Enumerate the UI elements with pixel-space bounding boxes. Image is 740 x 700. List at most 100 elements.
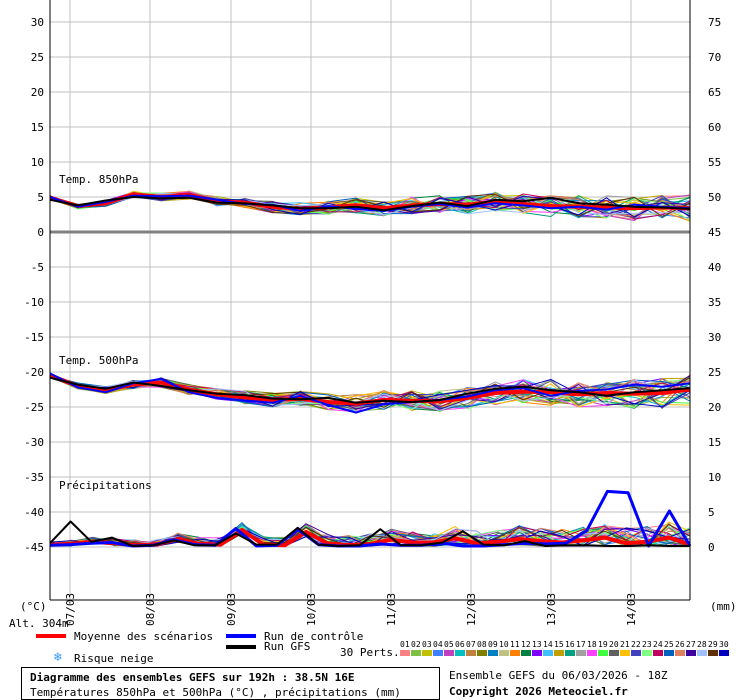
pert-swatch — [466, 650, 476, 656]
pert-number: 21 — [620, 640, 630, 649]
y-tick-right: 30 — [708, 331, 721, 344]
pert-number: 29 — [708, 640, 718, 649]
chart-title: Diagramme des ensembles GEFS sur 192h : … — [30, 671, 355, 684]
pert-swatch — [664, 650, 674, 656]
pert-swatch — [510, 650, 520, 656]
panel-label-precip: Précipitations — [59, 479, 152, 492]
y-tick-left: 20 — [31, 86, 44, 99]
pert-number: 14 — [543, 640, 553, 649]
main-series-lines — [49, 192, 692, 548]
pert-swatch — [543, 650, 553, 656]
pert-number: 25 — [664, 640, 674, 649]
pert-swatch — [411, 650, 421, 656]
pert-swatch — [455, 650, 465, 656]
pert-swatch — [675, 650, 685, 656]
panel-label-850: Temp. 850hPa — [59, 173, 138, 186]
pert-swatch — [686, 650, 696, 656]
pert-swatch — [719, 650, 729, 656]
pert-number: 22 — [631, 640, 641, 649]
x-date-label: 13/03 — [545, 593, 558, 626]
grid — [50, 0, 690, 600]
chart-subtitle: Températures 850hPa et 500hPa (°C) , pré… — [30, 686, 401, 699]
pert-swatch — [477, 650, 487, 656]
y-tick-right: 0 — [708, 541, 715, 554]
y-tick-right: 75 — [708, 16, 721, 29]
pert-number: 06 — [455, 640, 465, 649]
pert-swatch — [400, 650, 410, 656]
pert-number: 30 — [719, 640, 729, 649]
legend-mean-swatch — [36, 634, 66, 638]
perturbation-swatches: 01 02 03 04 05 06 07 08 09 10 11 12 13 14 15 16 17 18 19 20… — [400, 640, 729, 656]
pert-line-850 — [49, 193, 691, 216]
y-tick-right: 40 — [708, 261, 721, 274]
pert-number: 20 — [609, 640, 619, 649]
y-tick-right: 35 — [708, 296, 721, 309]
pert-number: 19 — [598, 640, 608, 649]
pert-swatch — [488, 650, 498, 656]
series-2-precip — [49, 520, 690, 547]
pert-swatch — [422, 650, 432, 656]
y-tick-left: 25 — [31, 51, 44, 64]
panel-label-500: Temp. 500hPa — [59, 354, 138, 367]
pert-number: 12 — [521, 640, 531, 649]
legend-mean-label: Moyenne des scénarios — [74, 630, 214, 643]
pert-number: 05 — [444, 640, 454, 649]
pert-swatch — [587, 650, 597, 656]
x-date-label: 11/03 — [385, 593, 398, 626]
x-date-label: 09/03 — [225, 593, 238, 626]
pert-number: 28 — [697, 640, 707, 649]
y-tick-right: 50 — [708, 191, 721, 204]
series-2-850 — [49, 196, 691, 212]
y-tick-right: 45 — [708, 226, 721, 239]
pert-number: 26 — [675, 640, 685, 649]
pert-swatch — [642, 650, 652, 656]
y-tick-right: 60 — [708, 121, 721, 134]
y-tick-left: -45 — [24, 541, 44, 554]
pert-number: 23 — [642, 640, 652, 649]
pert-swatch — [444, 650, 454, 656]
pert-number: 04 — [433, 640, 443, 649]
pert-number: 08 — [477, 640, 487, 649]
copyright: Copyright 2026 Meteociel.fr — [449, 685, 628, 698]
pert-swatch — [708, 650, 718, 656]
y-tick-right: 55 — [708, 156, 721, 169]
pert-number: 09 — [488, 640, 498, 649]
y-tick-right: 25 — [708, 366, 721, 379]
pert-swatch — [576, 650, 586, 656]
pert-swatch — [499, 650, 509, 656]
y-tick-left: 0 — [37, 226, 44, 239]
series-2-500 — [49, 376, 691, 404]
pert-number: 11 — [510, 640, 520, 649]
legend-control-swatch — [226, 634, 256, 638]
pert-number: 03 — [422, 640, 432, 649]
y-tick-left: 15 — [31, 121, 44, 134]
y-tick-left: -20 — [24, 366, 44, 379]
perturbation-lines — [49, 190, 691, 547]
legend-perts-label: 30 Perts. — [340, 646, 400, 659]
pert-swatch — [653, 650, 663, 656]
y-tick-left: 5 — [37, 191, 44, 204]
pert-swatch — [598, 650, 608, 656]
pert-number: 10 — [499, 640, 509, 649]
pert-number: 01 — [400, 640, 410, 649]
pert-number: 02 — [411, 640, 421, 649]
pert-number: 15 — [554, 640, 564, 649]
pert-swatch — [620, 650, 630, 656]
y-tick-left: -30 — [24, 436, 44, 449]
pert-swatch — [609, 650, 619, 656]
legend-snow-label: Risque neige — [74, 652, 154, 665]
pert-number: 24 — [653, 640, 663, 649]
y-tick-left: -25 — [24, 401, 44, 414]
y-tick-right: 10 — [708, 471, 721, 484]
x-date-label: 10/03 — [305, 593, 318, 626]
y-tick-right: 5 — [708, 506, 715, 519]
x-date-label: 07/03 — [64, 593, 77, 626]
title-box: Diagramme des ensembles GEFS sur 192h : … — [21, 667, 440, 700]
pert-number: 07 — [466, 640, 476, 649]
pert-number: 16 — [565, 640, 575, 649]
pert-number: 17 — [576, 640, 586, 649]
pert-swatch — [433, 650, 443, 656]
pert-swatch — [532, 650, 542, 656]
